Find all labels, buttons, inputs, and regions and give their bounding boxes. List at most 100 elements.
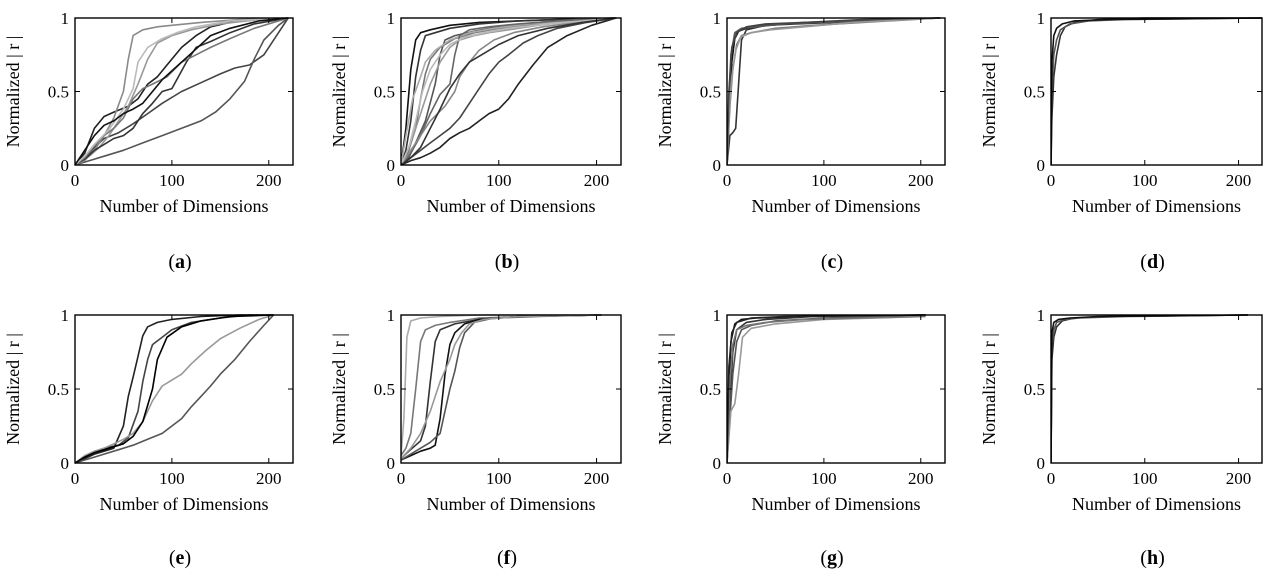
series-line — [727, 17, 941, 166]
plot-frame — [726, 17, 946, 166]
series-line — [75, 314, 274, 464]
y-tick-label: 1 — [713, 9, 722, 28]
x-tick-label: 200 — [256, 171, 282, 190]
series-line — [75, 17, 289, 166]
series-line — [727, 314, 926, 464]
plot-frame — [400, 314, 622, 464]
panel-label-letter: d — [1147, 251, 1158, 273]
panel-label: (h) — [1140, 547, 1164, 569]
panel-label-open: ( — [495, 251, 502, 273]
y-axis-label: Normalized | r | — [655, 36, 675, 148]
series-line — [727, 17, 941, 166]
y-tick-label: 0.5 — [48, 83, 69, 102]
series-line — [75, 314, 274, 464]
x-tick-label: 0 — [1047, 171, 1056, 190]
x-tick-label: 100 — [486, 171, 512, 190]
plot-frame — [1050, 314, 1263, 464]
panel-label-close: ) — [185, 251, 192, 273]
panel-label-close: ) — [836, 251, 843, 273]
plot-frame — [726, 314, 946, 464]
panel-label: (c) — [821, 251, 843, 273]
series-line — [727, 17, 941, 166]
chart-panel: 0 100 200 0 0.5 1 Number of Dimensions Normaliz… — [655, 306, 946, 569]
x-axis-label: Number of Dimensions — [427, 494, 596, 514]
x-tick-label: 200 — [908, 469, 934, 488]
y-tick-label: 1 — [1037, 9, 1046, 28]
series-line — [401, 314, 602, 457]
x-tick-label: 100 — [1132, 469, 1158, 488]
panel-label-close: ) — [1158, 251, 1165, 273]
x-tick-label: 200 — [1226, 171, 1252, 190]
series-line — [401, 17, 617, 166]
x-tick-label: 200 — [1226, 469, 1252, 488]
panel-label-open: ( — [497, 547, 504, 569]
x-tick-label: 200 — [908, 171, 934, 190]
series-group — [1051, 314, 1248, 464]
chart-panel: 0 100 200 0 0.5 1 Number of Dimensions Normaliz… — [329, 306, 622, 569]
y-tick-label: 0.5 — [700, 380, 721, 399]
series-line — [401, 314, 602, 461]
x-tick-label: 0 — [723, 469, 732, 488]
series-line — [401, 17, 617, 166]
series-group — [1051, 17, 1262, 166]
y-tick-label: 0.5 — [374, 380, 395, 399]
x-axis-label: Number of Dimensions — [752, 196, 921, 216]
series-line — [75, 17, 289, 166]
series-group — [75, 314, 275, 464]
panel-label: (b) — [495, 251, 519, 273]
y-tick-label: 1 — [61, 306, 70, 325]
panel-label-letter: h — [1147, 547, 1158, 569]
y-tick-label: 0 — [61, 454, 70, 473]
chart-panel: 0 100 200 0 0.5 1 Number of Dimensions Normaliz… — [655, 9, 946, 273]
x-tick-label: 100 — [159, 171, 185, 190]
y-tick-label: 0 — [713, 454, 722, 473]
plot-frame — [1050, 17, 1263, 166]
y-axis-label: Normalized | r | — [979, 36, 999, 148]
panel-label-open: ( — [821, 251, 828, 273]
x-tick-label: 0 — [1047, 469, 1056, 488]
series-group — [401, 17, 617, 166]
panel-label-open: ( — [1140, 251, 1147, 273]
y-tick-label: 0 — [387, 454, 396, 473]
panel-label-letter: g — [827, 547, 837, 569]
x-tick-label: 0 — [723, 171, 732, 190]
y-tick-label: 1 — [61, 9, 70, 28]
y-tick-label: 1 — [387, 306, 396, 325]
panel-label: (a) — [168, 251, 191, 273]
panel-label-close: ) — [510, 547, 517, 569]
chart-panel: 0 100 200 0 0.5 1 Number of Dimensions Normaliz… — [329, 9, 622, 273]
panel-label: (e) — [169, 547, 191, 569]
x-axis-label: Number of Dimensions — [100, 196, 269, 216]
series-group — [727, 314, 926, 464]
series-line — [401, 17, 617, 166]
x-tick-label: 100 — [159, 469, 185, 488]
x-tick-label: 0 — [397, 171, 406, 190]
x-tick-label: 200 — [584, 171, 610, 190]
series-line — [401, 17, 617, 166]
chart-panel: 0 100 200 0 0.5 1 Number of Dimensions Normaliz… — [979, 9, 1263, 273]
series-line — [401, 314, 602, 460]
x-axis-label: Number of Dimensions — [427, 196, 596, 216]
series-line — [75, 17, 289, 166]
y-tick-label: 1 — [713, 306, 722, 325]
y-tick-label: 1 — [387, 9, 396, 28]
y-axis-label: Normalized | r | — [655, 333, 675, 445]
panel-label-open: ( — [820, 547, 827, 569]
chart-panel: 0 100 200 0 0.5 1 Number of Dimensions Normaliz… — [3, 9, 294, 273]
series-line — [1051, 314, 1248, 464]
panel-label-close: ) — [513, 251, 520, 273]
series-group — [727, 17, 941, 166]
panel-label: (d) — [1140, 251, 1164, 273]
series-line — [727, 314, 926, 464]
panel-label-close: ) — [837, 547, 844, 569]
series-group — [75, 17, 289, 166]
x-tick-label: 200 — [584, 469, 610, 488]
panel-label-close: ) — [1158, 547, 1165, 569]
y-tick-label: 0.5 — [700, 83, 721, 102]
panel-label-letter: c — [828, 251, 837, 273]
x-tick-label: 0 — [71, 171, 80, 190]
series-line — [75, 17, 289, 166]
x-tick-label: 0 — [71, 469, 80, 488]
y-axis-label: Normalized | r | — [3, 333, 23, 445]
